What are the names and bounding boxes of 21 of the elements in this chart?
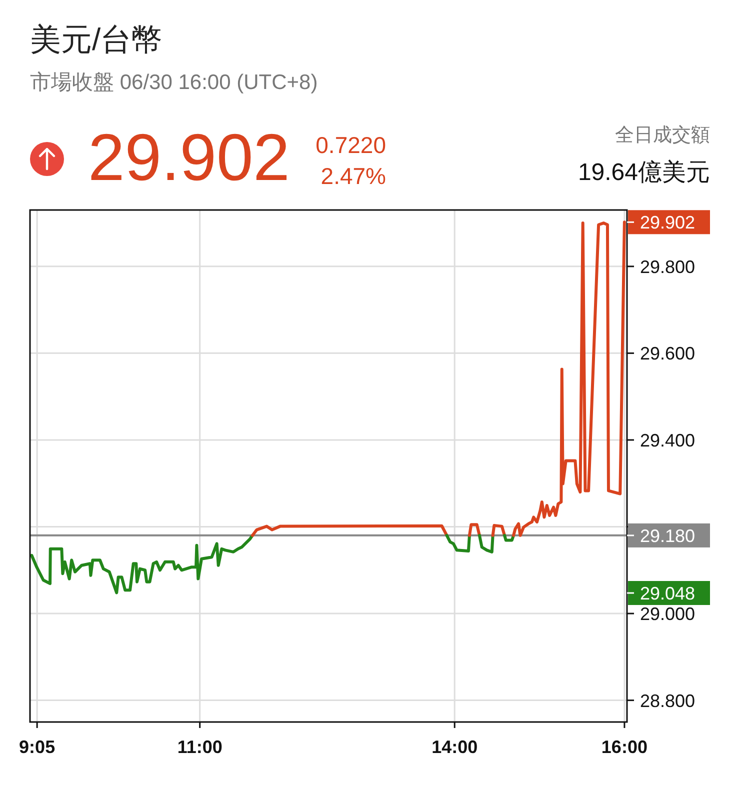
y-tick-label: 29.000 [640, 604, 696, 624]
y-tick-label: 29.400 [640, 430, 696, 450]
annotation: 2.47% [320, 163, 386, 189]
y-tick-label: 28.800 [640, 690, 696, 711]
subtitle: 市場收盤 06/30 16:00 (UTC+8) [30, 71, 318, 94]
ref-line-label: 29.180 [627, 523, 710, 548]
annotation: 29.902 [88, 120, 290, 194]
y-tick-label: 29.800 [640, 256, 696, 277]
ref-line-label: 29.180 [640, 526, 696, 546]
x-tick-label: 14:00 [432, 737, 478, 757]
y-tick-label: 29.600 [640, 344, 696, 364]
annotation: 0.7220 [316, 132, 386, 158]
annotation: 全日成交額 [615, 125, 710, 146]
price-tag: 29.902 [627, 210, 710, 234]
x-tick-label: 9:05 [19, 737, 56, 757]
title: 美元/台幣 [30, 22, 163, 57]
x-tick-label: 16:00 [601, 737, 648, 757]
low-price-tag: 29.048 [627, 581, 710, 605]
annotation: 29.902 [640, 212, 696, 233]
x-tick-label: 11:00 [177, 737, 222, 757]
annotation: 19.64億美元 [578, 159, 710, 186]
